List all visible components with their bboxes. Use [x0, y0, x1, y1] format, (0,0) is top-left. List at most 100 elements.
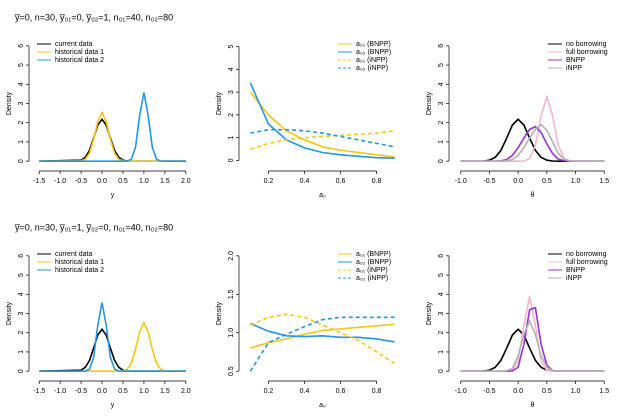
x-tick-label: -1.5 [33, 388, 45, 395]
y-axis-label: Density [216, 301, 223, 325]
y-tick-label: 3 [438, 311, 445, 315]
x-tick-label: -0.5 [75, 178, 87, 185]
legend-label: historical data 2 [55, 267, 104, 274]
series-line [460, 306, 605, 372]
x-tick-label: 2.0 [181, 178, 191, 185]
x-tick-label: 1.5 [599, 178, 609, 185]
y-tick-label: 3 [228, 90, 235, 94]
legend-label: current data [55, 251, 92, 258]
series-line [249, 91, 395, 158]
y-tick-label: 2.0 [228, 251, 235, 261]
x-tick-label: -1.0 [455, 388, 467, 395]
x-tick-label: 0.0 [97, 388, 107, 395]
x-tick-label: 1.5 [599, 388, 609, 395]
y-axis-label: Density [6, 91, 13, 115]
x-axis-label: y [111, 192, 115, 199]
y-axis-label: Density [426, 301, 433, 325]
x-axis-label: y [111, 402, 115, 409]
x-tick-label: -0.5 [483, 388, 495, 395]
series-line [250, 323, 395, 349]
legend-label: BNPP [566, 57, 585, 64]
y-tick-label: 0 [228, 158, 235, 162]
y-tick-label: 2 [18, 121, 25, 125]
y-tick-label: 2 [438, 331, 445, 335]
legend-label: no borrowing [566, 251, 607, 258]
x-tick-label: -1.0 [54, 388, 66, 395]
series-line [460, 296, 605, 372]
y-tick-label: 0 [18, 159, 25, 163]
legend-label: a₀₂ (BNPP) [356, 49, 391, 56]
series-line [39, 117, 186, 162]
x-tick-label: 1.0 [571, 178, 581, 185]
y-tick-label: 5 [18, 273, 25, 277]
legend-label: BNPP [566, 267, 585, 274]
x-tick-label: 1.0 [139, 178, 149, 185]
y-tick-label: 1 [18, 140, 25, 144]
x-tick-label: 0.6 [336, 388, 346, 395]
legend-label: a₀₁ (iNPP) [356, 57, 388, 64]
series-line [250, 128, 395, 148]
y-tick-label: 1.5 [228, 289, 235, 299]
y-tick-label: 4 [18, 82, 25, 86]
legend-label: historical data 1 [55, 259, 104, 266]
series-line [39, 92, 186, 162]
y-tick-label: 4 [228, 67, 235, 71]
x-tick-label: 0.8 [372, 178, 382, 185]
x-tick-label: -1.0 [54, 178, 66, 185]
legend-label: a₀₂ (iNPP) [356, 65, 388, 72]
y-tick-label: 0 [438, 369, 445, 373]
x-tick-label: 0.0 [513, 178, 523, 185]
y-tick-label: 4 [438, 292, 445, 296]
legend-label: iNPP [566, 275, 582, 282]
series-line [249, 316, 395, 372]
y-tick-label: 3 [18, 101, 25, 105]
y-tick-label: 2 [228, 113, 235, 117]
y-tick-label: 0.5 [228, 366, 235, 376]
y-tick-label: 6 [438, 44, 445, 48]
x-tick-label: 2.0 [181, 388, 191, 395]
y-tick-label: 6 [18, 44, 25, 48]
series-line [460, 94, 605, 162]
series-line [250, 322, 395, 343]
x-tick-label: 0.5 [118, 388, 128, 395]
chart-title: y̅=0, n=30, y̅₀₁=0, y̅₀₂=1, n₀₁=40, n₀₂=… [14, 12, 173, 22]
series-line [460, 123, 605, 162]
y-tick-label: 5 [18, 63, 25, 67]
y-tick-label: 1 [18, 350, 25, 354]
legend-label: full borrowing [566, 49, 608, 56]
x-tick-label: 0.6 [336, 178, 346, 185]
series-line [460, 319, 605, 372]
legend-label: full borrowing [566, 259, 608, 266]
series-line [460, 118, 605, 162]
x-axis-label: a₀ [319, 402, 326, 409]
chart-title: y̅=0, n=30, y̅₀₁=1, y̅₀₂=0, n₀₁=40, n₀₂=… [14, 222, 173, 232]
x-tick-label: 0.4 [300, 178, 310, 185]
y-tick-label: 1.0 [228, 328, 235, 338]
series-line [250, 313, 396, 365]
series-line [39, 110, 186, 162]
y-axis-label: Density [216, 91, 223, 115]
legend-label: a₀₁ (BNPP) [356, 251, 391, 258]
y-tick-label: 5 [228, 45, 235, 49]
legend-label: historical data 1 [55, 49, 104, 56]
y-tick-label: 0 [438, 159, 445, 163]
y-tick-label: 3 [18, 311, 25, 315]
y-axis-label: Density [6, 301, 13, 325]
x-tick-label: 1.0 [139, 388, 149, 395]
legend-label: iNPP [566, 65, 582, 72]
y-tick-label: 6 [18, 254, 25, 258]
x-axis-label: a₀ [319, 192, 326, 199]
series-line [250, 130, 395, 150]
x-axis-label: θ [531, 402, 535, 409]
x-tick-label: 0.2 [264, 178, 274, 185]
x-tick-label: 0.0 [97, 178, 107, 185]
x-tick-label: 0.5 [118, 178, 128, 185]
y-tick-label: 1 [438, 140, 445, 144]
x-tick-label: 0.2 [264, 388, 274, 395]
x-tick-label: 1.5 [160, 178, 170, 185]
y-tick-label: 0 [18, 369, 25, 373]
x-tick-label: 0.8 [372, 388, 382, 395]
x-tick-label: -0.5 [483, 178, 495, 185]
y-tick-label: 2 [18, 331, 25, 335]
